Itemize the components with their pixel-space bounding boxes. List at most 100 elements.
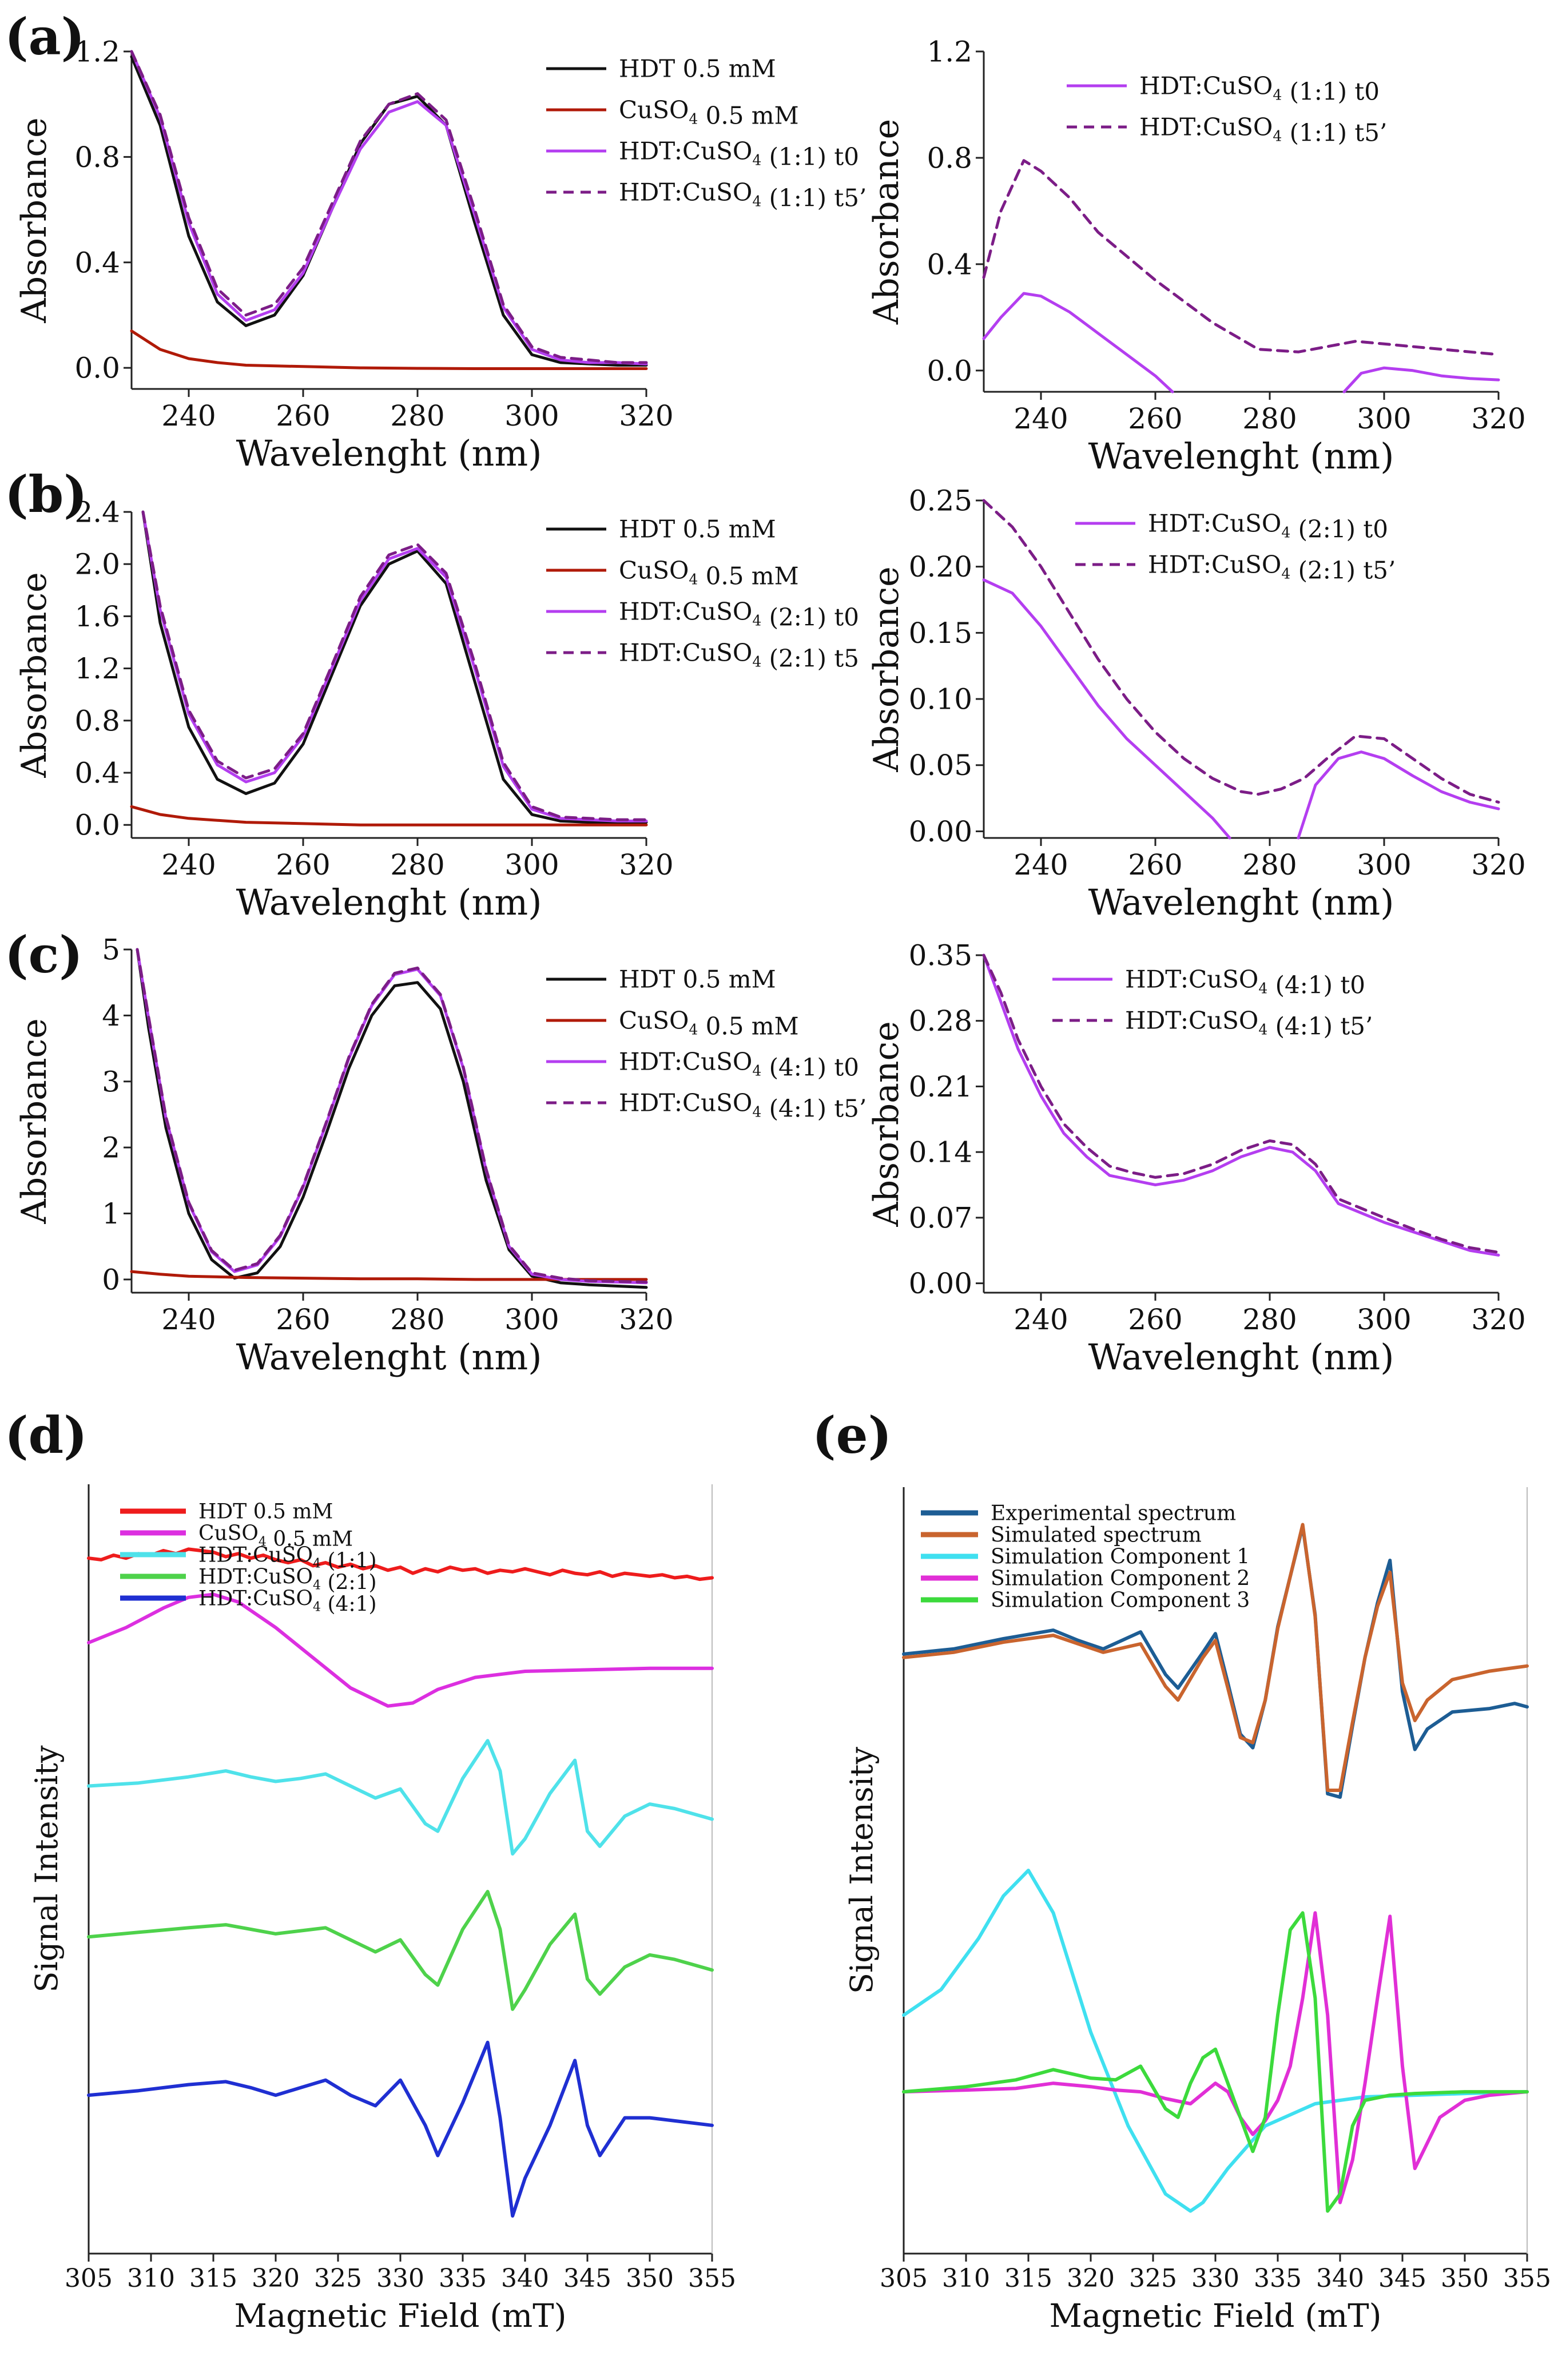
y-tick-label: 0.0	[74, 352, 120, 385]
legend-label: HDT:CuSO4 (2:1) t5’	[1148, 551, 1396, 585]
y-tick-label: 0.21	[909, 1070, 972, 1103]
y-tick-label: 0.00	[909, 815, 972, 848]
series-line-blue	[87, 2040, 714, 2218]
x-tick-label: 280	[390, 848, 444, 881]
y-axis-title: Signal Intensity	[844, 1747, 880, 1994]
legend-label: HDT 0.5 mM	[619, 965, 776, 994]
legend-label: HDT:CuSO4 (1:1)	[198, 1544, 377, 1573]
x-tick-label: 240	[1014, 1303, 1068, 1336]
chart-d: 305 310 315 320 325 330 335 340 345 350 355 Magneti…	[29, 1484, 736, 2335]
legend-label: HDT:CuSO4 (1:1) t5’	[619, 178, 867, 212]
x-tick-label: 350	[626, 2264, 674, 2293]
legend-label: HDT 0.5 mM	[619, 515, 776, 543]
x-tick-label: 320	[1067, 2264, 1115, 2293]
legend-label: HDT:CuSO4 (2:1) t0	[1148, 510, 1388, 543]
x-tick-label: 350	[1441, 2264, 1489, 2293]
x-tick-label: 240	[161, 848, 216, 881]
y-tick-label: 0.0	[74, 809, 120, 842]
x-tick-label: 355	[688, 2264, 736, 2293]
legend-label: CuSO4 0.5 mM	[619, 557, 799, 590]
chart-a_right: 240 260 280 300 320 0.0 0.4 0.8 1.2 Wavelenght (n…	[867, 35, 1526, 478]
x-tick-label: 320	[1471, 848, 1525, 881]
x-tick-label: 330	[376, 2264, 424, 2293]
legend-label: HDT:CuSO4 (2:1)	[198, 1566, 377, 1595]
panel-label-c: (c)	[5, 925, 83, 984]
y-axis-title: Absorbance	[14, 572, 54, 778]
y-tick-label: 0.8	[74, 704, 120, 737]
y-tick-label: 0.07	[909, 1201, 972, 1234]
x-axis-title: Wavelenght (nm)	[1088, 881, 1394, 923]
y-tick-label: 0.14	[909, 1136, 972, 1169]
x-axis-title: Magnetic Field (mT)	[1050, 2298, 1382, 2335]
x-axis-title: Wavelenght (nm)	[1088, 435, 1394, 477]
series-line-lime	[902, 1911, 1529, 2213]
legend-label: HDT 0.5 mM	[619, 55, 776, 83]
x-tick-label: 320	[1471, 402, 1525, 435]
chart-a_left: 240 260 280 300 320 0.0 0.4 0.8 1.2 Wavelenght (n…	[14, 35, 867, 475]
chart-b_right: 240 260 280 300 320 0.00 0.05 0.10 0.15 0.20 0.25 W…	[867, 484, 1526, 924]
series-line-pink	[902, 1911, 1529, 2204]
series-line-orange	[902, 1523, 1529, 1792]
x-axis-title: Wavelenght (nm)	[236, 881, 542, 923]
series-line-violet	[982, 292, 1174, 394]
series-line-magenta	[87, 1592, 714, 1708]
series-line-violet	[982, 953, 1500, 1257]
x-tick-label: 320	[1471, 1303, 1525, 1336]
y-tick-label: 1.2	[74, 652, 120, 685]
x-tick-label: 300	[1357, 1303, 1411, 1336]
legend-label: HDT:CuSO4 (1:1) t0	[1139, 72, 1380, 106]
y-tick-label: 2	[102, 1131, 120, 1165]
panel-label-b: (b)	[5, 464, 88, 524]
x-axis-title: Wavelenght (nm)	[1088, 1336, 1394, 1378]
y-tick-label: 1	[102, 1197, 120, 1230]
x-tick-label: 280	[390, 1303, 444, 1336]
x-tick-label: 305	[65, 2264, 113, 2293]
legend-label: CuSO4 0.5 mM	[198, 1522, 353, 1551]
legend-label: CuSO4 0.5 mM	[619, 96, 799, 130]
x-tick-label: 280	[1242, 848, 1297, 881]
chart-b_left: 240 260 280 300 320 0.0 0.4 0.8 1.2 1.6 2.0 2.4 Wave…	[14, 496, 859, 924]
series-line-dark_red	[130, 805, 648, 827]
y-tick-label: 0.25	[909, 484, 972, 518]
y-tick-label: 1.6	[74, 600, 120, 633]
y-axis-title: Absorbance	[14, 1018, 54, 1224]
y-tick-label: 2.0	[74, 548, 120, 581]
y-tick-label: 0.4	[927, 248, 972, 281]
y-tick-label: 0.35	[909, 939, 972, 972]
y-tick-label: 0.8	[927, 141, 972, 174]
x-tick-label: 330	[1191, 2264, 1239, 2293]
series-line-dark_purple	[130, 50, 648, 364]
x-tick-label: 345	[1378, 2264, 1426, 2293]
legend-label: HDT:CuSO4 (4:1)	[198, 1587, 377, 1616]
legend-label: HDT:CuSO4 (2:1) t0	[619, 598, 859, 631]
legend-label: HDT:CuSO4 (1:1) t5’	[1139, 113, 1387, 147]
legend-label: HDT 0.5 mM	[198, 1500, 333, 1524]
series-line-violet	[130, 50, 648, 365]
legend-label: Simulation Component 3	[991, 1589, 1250, 1612]
series-line-violet	[1297, 750, 1500, 840]
legend-label: HDT:CuSO4 (4:1) t5’	[1125, 1007, 1373, 1040]
y-tick-label: 0.00	[909, 1267, 972, 1300]
legend-label: HDT:CuSO4 (4:1) t5’	[619, 1089, 867, 1123]
x-tick-label: 325	[1129, 2264, 1177, 2293]
x-tick-label: 335	[1254, 2264, 1302, 2293]
legend-label: Experimental spectrum	[991, 1502, 1236, 1525]
x-tick-label: 240	[1014, 402, 1068, 435]
y-tick-label: 1.2	[74, 35, 120, 69]
y-tick-label: 0.10	[909, 683, 972, 716]
series-line-violet	[982, 578, 1231, 840]
panel-label-a: (a)	[5, 7, 85, 66]
x-tick-label: 320	[252, 2264, 300, 2293]
y-tick-label: 0.20	[909, 550, 972, 583]
y-tick-label: 0.0	[927, 354, 972, 387]
x-tick-label: 280	[1242, 402, 1297, 435]
x-tick-label: 300	[504, 1303, 559, 1336]
legend-label: HDT:CuSO4 (2:1) t5	[619, 639, 859, 673]
y-tick-label: 3	[102, 1065, 120, 1098]
y-tick-label: 0.4	[74, 246, 120, 279]
x-tick-label: 240	[1014, 848, 1068, 881]
chart-c_left: 240 260 280 300 320 0 1 2 3 4 5 Wavelenght (nm) Abso…	[14, 933, 867, 1378]
series-line-violet	[1342, 366, 1500, 394]
